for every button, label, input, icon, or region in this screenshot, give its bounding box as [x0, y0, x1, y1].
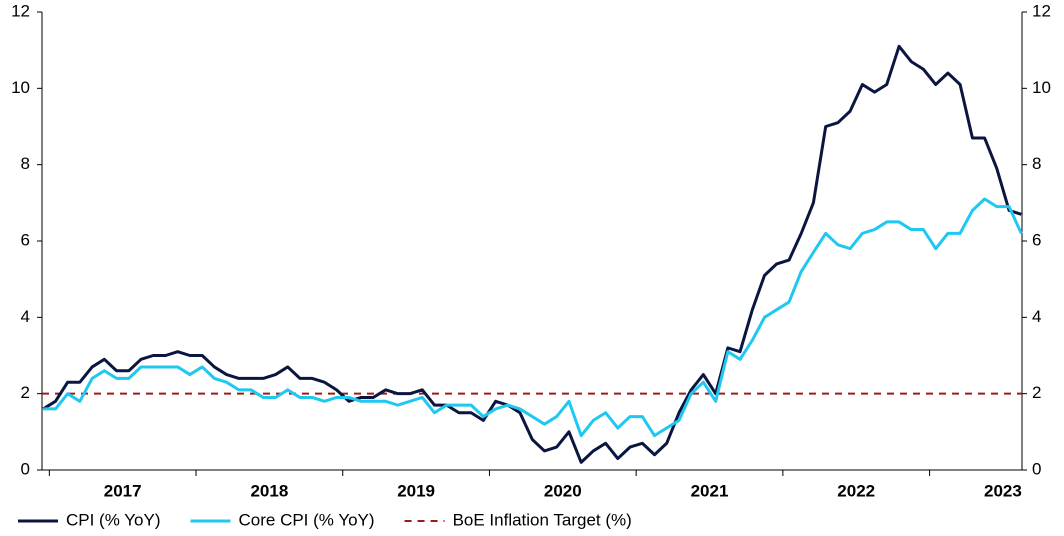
legend-label: BoE Inflation Target (%) — [453, 510, 632, 529]
y2-tick-label: 0 — [1032, 459, 1041, 478]
y2-tick-label: 4 — [1032, 307, 1041, 326]
y2-tick-label: 8 — [1032, 154, 1041, 173]
x-tick-label: 2017 — [104, 481, 142, 500]
y2-tick-label: 6 — [1032, 230, 1041, 249]
y2-tick-label: 12 — [1032, 1, 1051, 20]
x-tick-label: 2023 — [984, 481, 1022, 500]
legend-label: Core CPI (% YoY) — [239, 510, 375, 529]
y-tick-label: 12 — [11, 1, 30, 20]
y-tick-label: 10 — [11, 78, 30, 97]
x-tick-label: 2020 — [544, 481, 582, 500]
series-line — [42, 44, 1022, 464]
y2-tick-label: 10 — [1032, 78, 1051, 97]
x-tick-label: 2018 — [250, 481, 288, 500]
y-tick-label: 8 — [21, 154, 30, 173]
y-tick-label: 6 — [21, 230, 30, 249]
series-line — [43, 197, 1023, 438]
y-tick-label: 0 — [21, 459, 30, 478]
x-tick-label: 2019 — [397, 481, 435, 500]
y-tick-label: 4 — [21, 307, 30, 326]
x-tick-label: 2022 — [837, 481, 875, 500]
x-tick-label: 2021 — [691, 481, 729, 500]
y2-tick-label: 2 — [1032, 383, 1041, 402]
y-tick-label: 2 — [21, 383, 30, 402]
legend-label: CPI (% YoY) — [66, 510, 161, 529]
